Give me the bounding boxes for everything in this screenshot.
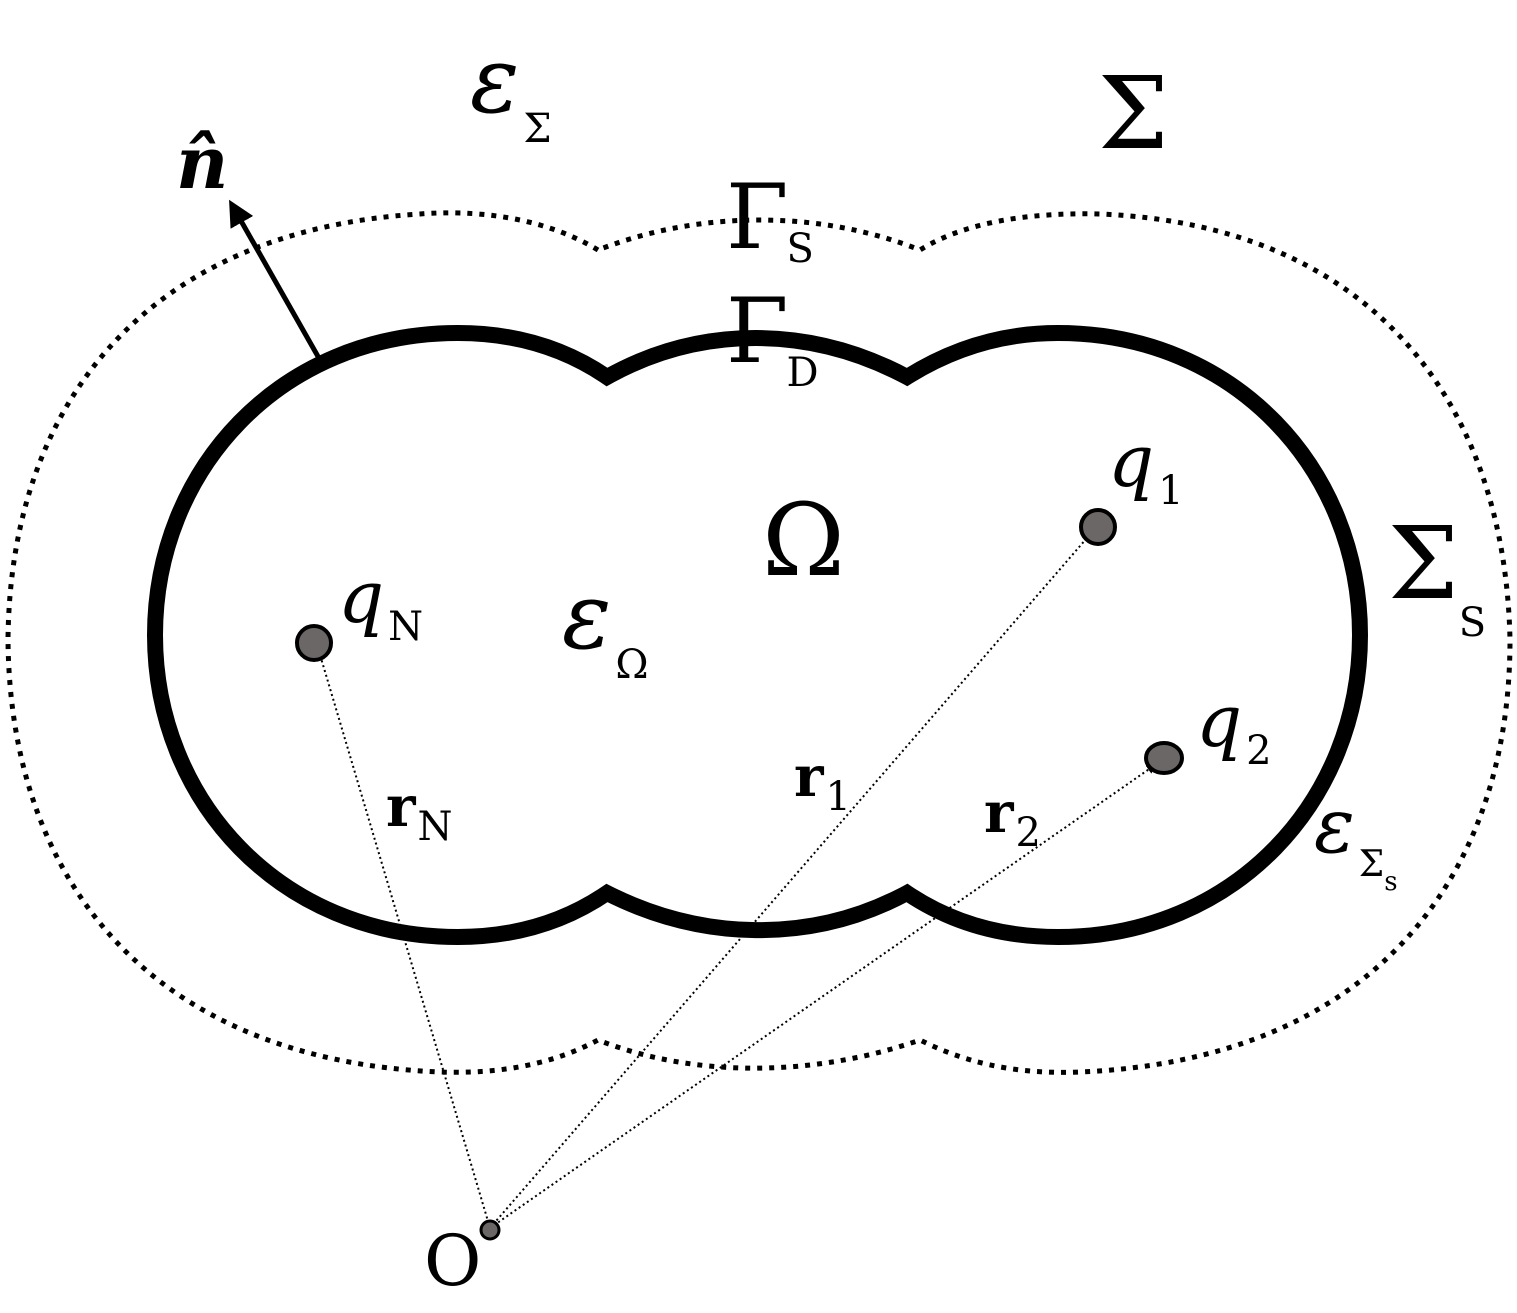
label-epsilon-sigma-s: ε Σs xyxy=(1314,781,1398,897)
charge-q2-dot xyxy=(1144,741,1184,775)
label-origin: O xyxy=(424,1220,481,1302)
label-gamma-d: ΓD xyxy=(726,279,819,396)
position-vector-r2 xyxy=(489,763,1157,1229)
outer-boundary-dotted xyxy=(5,210,1513,1075)
label-r2: r2 xyxy=(984,780,1041,856)
label-r1: r1 xyxy=(794,744,851,820)
label-sigma: Σ xyxy=(1098,55,1169,172)
position-vector-r1 xyxy=(489,529,1095,1229)
normal-vector-arrow xyxy=(229,199,323,362)
label-gamma-s: ΓS xyxy=(726,165,814,272)
label-rN: rN xyxy=(386,774,453,850)
inner-boundary-solid xyxy=(146,324,1369,946)
label-sigma-s: ΣS xyxy=(1388,505,1486,646)
position-vector-rN xyxy=(315,646,491,1229)
charge-q1-dot xyxy=(1079,508,1117,546)
charge-qN-dot xyxy=(295,624,333,662)
origin-dot xyxy=(479,1219,501,1241)
label-omega: Ω xyxy=(762,482,845,599)
label-normal-n: n̂ xyxy=(176,120,228,205)
